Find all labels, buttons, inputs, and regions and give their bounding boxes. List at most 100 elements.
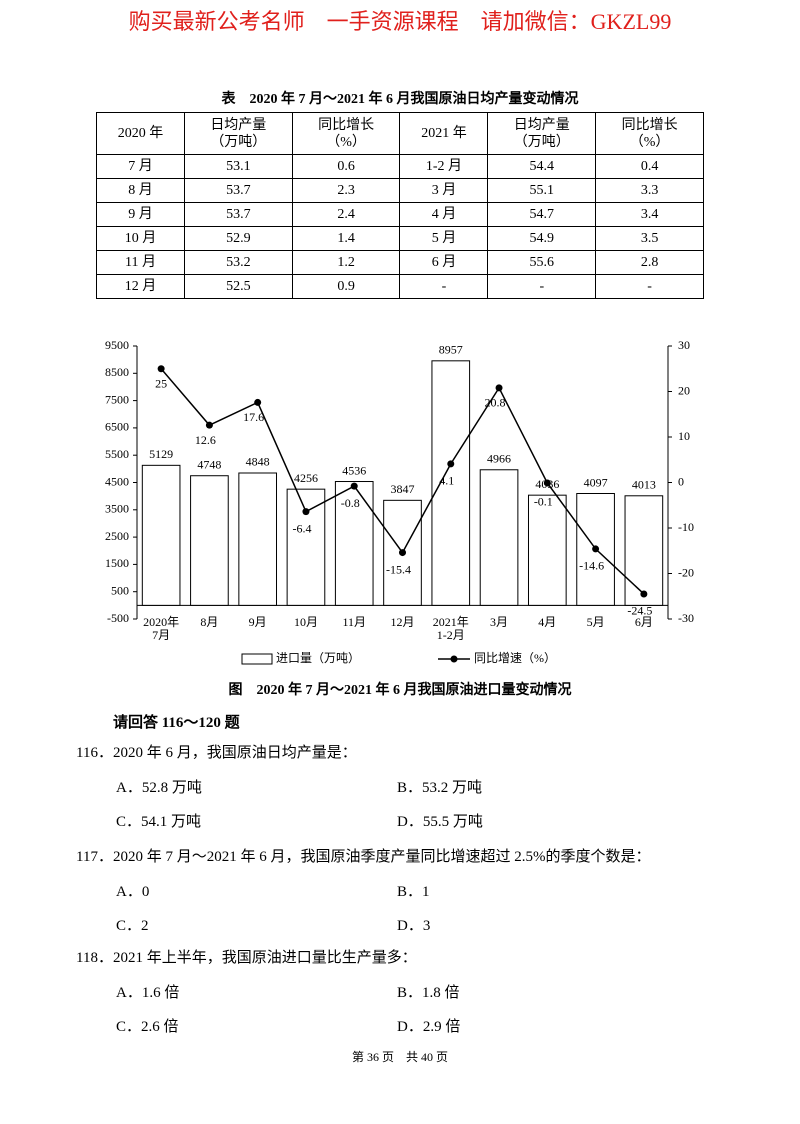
y-tick-label: 8500	[105, 365, 129, 379]
line-value-label: 17.6	[243, 410, 264, 424]
table-cell: 52.9	[183, 226, 293, 251]
table-cell: 12 月	[96, 274, 185, 299]
table-cell: 3.4	[595, 202, 704, 227]
y-tick-label: 4500	[105, 474, 129, 488]
y2-tick-label: -10	[678, 520, 694, 534]
line-point	[302, 508, 310, 516]
line-point	[399, 549, 406, 557]
legend-label: 进口量（万吨）	[276, 651, 360, 665]
x-tick-label: 12月	[390, 615, 415, 629]
table-title: 表 2020 年 7 月～2021 年 6 月我国原油日均产量变动情况	[221, 92, 579, 107]
table-cell: 53.7	[183, 178, 293, 203]
line-point	[640, 590, 648, 598]
x-tick-label: 4月	[538, 615, 557, 629]
bar-value-label: 4748	[197, 457, 221, 471]
table-cell: 2.3	[291, 178, 401, 203]
y2-tick-label: -20	[678, 565, 694, 579]
watermark: 购买最新公考名师 一手资源课程 请加微信：GKZL99	[128, 9, 672, 34]
line-point	[254, 398, 262, 406]
bar-value-label: 4256	[294, 471, 318, 485]
y-tick-label: 5500	[105, 447, 129, 461]
table-cell: 0.6	[291, 154, 401, 179]
table-cell: 53.2	[183, 250, 293, 275]
y-tick-label: 2500	[105, 529, 129, 543]
answer-option: B．1.8 倍	[397, 985, 460, 1001]
answer-option: D．55.5 万吨	[397, 814, 483, 830]
table-cell: 1-2 月	[399, 154, 489, 179]
table-cell: 0.9	[291, 274, 401, 299]
line-value-label: 25	[155, 377, 167, 391]
table-cell: 8 月	[96, 178, 185, 203]
table-cell: 54.7	[487, 202, 597, 227]
bar	[624, 495, 664, 606]
table-row: 12 月 52.5 0.9- - -	[96, 274, 704, 299]
bar	[141, 464, 181, 606]
table-cell: -	[487, 274, 597, 299]
y-tick-label: 7500	[105, 392, 129, 406]
table-cell: 53.1	[183, 154, 293, 179]
answer-option: A．1.6 倍	[116, 985, 180, 1001]
table-cell: 53.7	[183, 202, 293, 227]
question-text: 118．2021 年上半年，我国原油进口量比生产量多：	[76, 950, 417, 966]
table-cell: 52.5	[183, 274, 293, 299]
x-tick-label: 2020年 7月	[143, 615, 180, 642]
header-cell: 日均产量 （万吨）	[183, 112, 293, 155]
line-value-label: 12.6	[195, 433, 216, 447]
legend-swatch	[241, 653, 273, 665]
table-row: 8 月 53.7 2.3 3 月 55.1 3.3	[96, 178, 704, 203]
y-tick-label: 500	[111, 583, 129, 597]
chart: -500 500 1500 2500 3500 4500 5500 6500 7500 8500 9…	[105, 338, 694, 665]
bar	[334, 481, 374, 606]
header-cell: 同比增长 （%）	[291, 112, 401, 155]
line-point	[592, 545, 600, 553]
y-tick-label: 6500	[105, 420, 129, 434]
chart-title: 图 2020 年 7 月～2021 年 6 月我国原油进口量变动情况	[228, 683, 572, 698]
table-cell: 3 月	[399, 178, 489, 203]
line-value-label: -0.8	[341, 496, 360, 510]
table-cell: 55.1	[487, 178, 597, 203]
bar	[190, 475, 229, 606]
y-tick-label: 1500	[105, 556, 129, 570]
answer-option: A．0	[116, 884, 150, 900]
table-cell: 9 月	[96, 202, 185, 227]
line-point	[447, 460, 455, 468]
x-tick-label: 6月	[634, 615, 653, 629]
table-cell: 2.8	[595, 250, 704, 275]
bar	[286, 488, 326, 606]
table-cell: 3.3	[595, 178, 704, 203]
line-value-label: -24.5	[627, 604, 652, 618]
table-cell: 6 月	[399, 250, 489, 275]
x-tick-label: 11月	[342, 615, 366, 629]
x-tick-label: 5月	[586, 615, 605, 629]
bar-value-label: 4097	[584, 475, 608, 489]
legend-swatch	[450, 655, 458, 663]
bar-value-label: 4013	[632, 478, 656, 492]
table-cell: -	[399, 274, 489, 299]
answer-option: A．52.8 万吨	[116, 780, 202, 796]
y2-tick-label: 20	[678, 383, 690, 397]
y-tick-label: 3500	[105, 502, 129, 516]
x-tick-label: 3月	[490, 615, 509, 629]
table-cell: -	[595, 274, 704, 299]
bar-value-label: 4966	[487, 452, 511, 466]
table-cell: 5 月	[399, 226, 489, 251]
table-cell: 54.4	[487, 154, 597, 179]
line-value-label: -14.6	[579, 559, 604, 573]
line-value-label: -6.4	[292, 521, 311, 535]
line-value-label: 20.8	[485, 396, 506, 410]
answer-option: C．54.1 万吨	[116, 814, 202, 830]
bar	[238, 472, 278, 606]
table-cell: 10 月	[96, 226, 185, 251]
line-point	[205, 421, 213, 429]
table-row: 9 月 53.7 2.4 4 月 54.7 3.4	[96, 202, 704, 227]
bar-value-label: 4536	[342, 463, 366, 477]
y2-tick-label: 10	[678, 429, 690, 443]
page-footer: 第 36 页 共 40 页	[351, 1050, 448, 1064]
bar	[431, 360, 471, 606]
question-text: 117．2020 年 7 月～2021 年 6 月，我国原油季度产量同比增速超过…	[76, 849, 651, 865]
answer-option: D．2.9 倍	[397, 1019, 461, 1035]
header-cell: 2020 年	[96, 112, 185, 155]
y-tick-label: 9500	[105, 338, 129, 352]
x-tick-label: 8月	[200, 615, 219, 629]
line-value-label: -15.4	[386, 562, 411, 576]
